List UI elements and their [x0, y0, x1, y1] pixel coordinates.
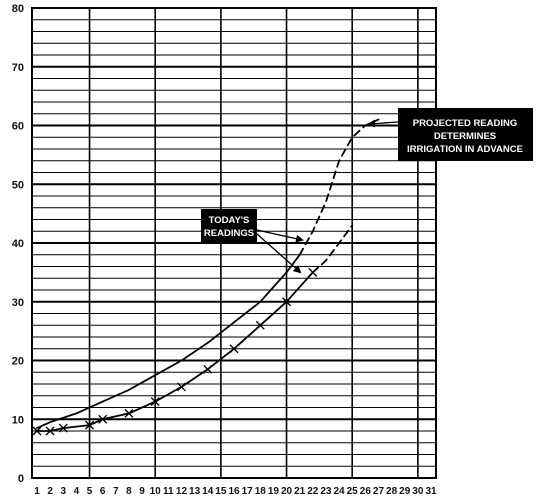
x-tick-label: 5	[87, 486, 93, 497]
todays-readings-box	[201, 209, 257, 243]
x-tick-label: 13	[189, 486, 201, 497]
todays-readings-callout: TODAY'S READINGS	[201, 209, 304, 274]
projected-reading-callout: PROJECTED READING DETERMINES IRRIGATION …	[367, 108, 533, 161]
y-tick-label: 50	[12, 179, 24, 191]
data-point-x-marker	[58, 423, 68, 433]
data-point-x-marker	[124, 408, 134, 418]
data-point-x-marker	[177, 382, 186, 392]
todays-readings-line-2: READINGS	[204, 228, 254, 239]
projected-reading-line-2: DETERMINES	[434, 131, 496, 142]
projected-reading-box	[398, 108, 533, 161]
x-tick-labels: 1 2 3 4 5 6 7 8 9 10 11 12 13 14 15 16 17 18 19 20 21 22 23 24 2…	[34, 486, 437, 497]
x-tick-label: 14	[202, 486, 214, 497]
todays-readings-arrow-lower	[256, 233, 302, 274]
x-tick-label: 18	[255, 486, 267, 497]
x-tick-label: 12	[176, 486, 188, 497]
data-point-x-marker	[85, 420, 94, 430]
x-tick-label: 25	[347, 486, 359, 497]
y-tick-labels: 0 10 20 30 40 50 60 70 80	[12, 3, 24, 485]
x-tick-label: 29	[399, 486, 411, 497]
x-tick-label: 7	[113, 486, 119, 497]
data-point-x-marker	[45, 426, 55, 436]
x-tick-label: 24	[334, 486, 346, 497]
data-point-x-marker	[203, 364, 213, 374]
x-tick-label: 9	[139, 486, 145, 497]
projected-reading-line-3: IRRIGATION IN ADVANCE	[407, 144, 523, 155]
data-point-x-marker	[150, 397, 160, 407]
x-tick-label: 3	[60, 486, 66, 497]
projected-reading-arrow	[367, 119, 399, 128]
data-point-x-marker	[32, 426, 42, 436]
series-line-3	[311, 224, 354, 274]
x-tick-label: 21	[294, 486, 306, 497]
series-layer	[32, 118, 380, 436]
x-tick-label: 19	[268, 486, 280, 497]
y-tick-label: 60	[12, 121, 24, 133]
x-tick-label: 6	[100, 486, 106, 497]
x-tick-label: 22	[307, 486, 319, 497]
data-point-x-marker	[282, 297, 291, 307]
y-tick-label: 20	[12, 356, 24, 368]
x-tick-label: 30	[412, 486, 424, 497]
projected-reading-line-1: PROJECTED READING	[413, 118, 518, 129]
x-tick-label: 10	[150, 486, 162, 497]
x-tick-label: 4	[74, 486, 80, 497]
x-tick-label: 23	[320, 486, 332, 497]
y-tick-label: 30	[12, 297, 24, 309]
minor-gridlines	[32, 19, 436, 467]
x-tick-label: 26	[360, 486, 372, 497]
todays-readings-line-1: TODAY'S	[209, 215, 250, 226]
y-tick-label: 40	[12, 238, 24, 250]
series-line-1	[298, 118, 380, 256]
x-tick-label: 1	[34, 486, 40, 497]
y-tick-label: 0	[18, 473, 24, 485]
x-tick-label: 11	[163, 486, 174, 497]
x-tick-label: 2	[47, 486, 53, 497]
x-tick-label: 16	[228, 486, 240, 497]
x-tick-label: 20	[281, 486, 293, 497]
x-tick-label: 31	[425, 486, 437, 497]
x-tick-label: 27	[373, 486, 385, 497]
y-tick-label: 80	[12, 3, 24, 15]
y-tick-label: 10	[12, 414, 24, 426]
plot-frame	[31, 7, 437, 479]
x-tick-label: 17	[242, 486, 254, 497]
todays-readings-arrow-upper	[256, 229, 304, 243]
data-point-x-marker	[229, 344, 239, 354]
y-tick-label: 70	[12, 62, 24, 74]
data-point-x-marker	[255, 320, 265, 330]
x-tick-label: 15	[215, 486, 227, 497]
series-line-0	[36, 253, 301, 430]
x-tick-label: 28	[386, 486, 398, 497]
x-tick-label: 8	[126, 486, 132, 497]
data-point-x-marker	[98, 414, 108, 424]
